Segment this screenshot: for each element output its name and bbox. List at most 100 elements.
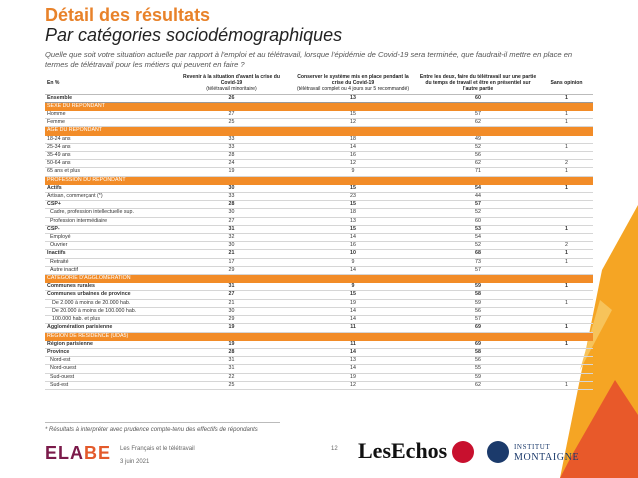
table-row: De 2.000 à moins de 20.000 hab. 21 19 59 1 bbox=[45, 299, 593, 308]
value-revenir: 33 bbox=[173, 143, 290, 153]
footnote-divider bbox=[45, 422, 280, 423]
value-entre-les-deux: 60 bbox=[416, 94, 540, 103]
value-conserver: 14 bbox=[290, 143, 416, 153]
total-row: Ensemble 26 13 60 1 bbox=[45, 94, 593, 103]
value-entre-les-deux: 52 bbox=[416, 208, 540, 218]
section-label: AGE DU REPONDANT bbox=[45, 126, 593, 136]
row-label: Employé bbox=[45, 233, 173, 243]
value-entre-les-deux: 62 bbox=[416, 381, 540, 390]
value-conserver: 12 bbox=[290, 118, 416, 128]
page-number: 12 bbox=[331, 446, 338, 452]
value-sans-opinion bbox=[540, 266, 593, 276]
row-label: 18-24 ans bbox=[45, 135, 173, 144]
value-conserver: 15 bbox=[290, 200, 416, 210]
section-label: REGION DE RESIDENCE (UDA5) bbox=[45, 332, 593, 341]
section-header-row: CATEGORIE D'AGGLOMERATION bbox=[45, 274, 593, 284]
value-sans-opinion: 1 bbox=[540, 340, 593, 349]
value-revenir: 28 bbox=[173, 151, 290, 161]
value-sans-opinion: 1 bbox=[540, 118, 593, 128]
header-conserver-main: Conserver le système mis en place pendan… bbox=[297, 74, 409, 87]
value-revenir: 21 bbox=[173, 299, 290, 308]
table-row: Autre inactif 29 14 57 bbox=[45, 266, 593, 276]
value-entre-les-deux: 59 bbox=[416, 299, 540, 308]
table-row: Sud-ouest 22 19 59 bbox=[45, 373, 593, 382]
survey-question: Quelle que soit votre situation actuelle… bbox=[45, 50, 573, 69]
value-sans-opinion bbox=[540, 364, 593, 374]
value-conserver: 9 bbox=[290, 167, 416, 177]
row-label: Femme bbox=[45, 118, 173, 128]
section-header-row: REGION DE RESIDENCE (UDA5) bbox=[45, 332, 593, 341]
montaigne-label: MONTAIGNE bbox=[514, 452, 580, 463]
value-sans-opinion: 1 bbox=[540, 110, 593, 120]
table-row: Communes urbaines de province 27 15 58 bbox=[45, 290, 593, 300]
row-label: Nord-ouest bbox=[45, 364, 173, 374]
header-sans-opinion: Sans opinion bbox=[540, 73, 593, 95]
value-conserver: 14 bbox=[290, 266, 416, 276]
value-conserver: 11 bbox=[290, 340, 416, 349]
institut-label: INSTITUT bbox=[514, 443, 551, 451]
row-label: Inactifs bbox=[45, 249, 173, 259]
value-sans-opinion: 1 bbox=[540, 249, 593, 259]
table-row: Nord-est 31 13 56 bbox=[45, 356, 593, 366]
value-revenir: 24 bbox=[173, 159, 290, 169]
table-row: Homme 27 15 57 1 bbox=[45, 110, 593, 120]
table-row: Retraité 17 9 73 1 bbox=[45, 258, 593, 267]
row-label: 25-34 ans bbox=[45, 143, 173, 153]
value-conserver: 18 bbox=[290, 208, 416, 218]
value-sans-opinion bbox=[540, 192, 593, 202]
header-en-pourcent: En % bbox=[45, 73, 173, 95]
row-label: Sud-est bbox=[45, 381, 173, 390]
elabe-logo-part2: BE bbox=[84, 443, 112, 463]
value-sans-opinion bbox=[540, 315, 593, 325]
value-sans-opinion bbox=[540, 217, 593, 226]
value-sans-opinion: 1 bbox=[540, 282, 593, 292]
value-entre-les-deux: 62 bbox=[416, 118, 540, 128]
value-revenir: 26 bbox=[173, 94, 290, 103]
table-row: 35-49 ans 28 16 56 bbox=[45, 151, 593, 161]
value-revenir: 30 bbox=[173, 208, 290, 218]
table-row: Sud-est 25 12 62 1 bbox=[45, 381, 593, 390]
row-label: Province bbox=[45, 348, 173, 358]
table-row: De 20.000 à moins de 100.000 hab. 30 14 56 bbox=[45, 307, 593, 317]
montaigne-emblem-icon bbox=[487, 441, 509, 463]
value-sans-opinion: 2 bbox=[540, 159, 593, 169]
elabe-logo-part1: ELA bbox=[45, 443, 84, 463]
table-row: 100.000 hab. et plus 29 14 57 bbox=[45, 315, 593, 325]
row-label: Nord-est bbox=[45, 356, 173, 366]
value-entre-les-deux: 52 bbox=[416, 241, 540, 251]
value-sans-opinion: 1 bbox=[540, 258, 593, 267]
value-conserver: 12 bbox=[290, 381, 416, 390]
value-conserver: 15 bbox=[290, 225, 416, 235]
value-conserver: 13 bbox=[290, 217, 416, 226]
value-revenir: 19 bbox=[173, 323, 290, 333]
table-row: Communes rurales 31 9 59 1 bbox=[45, 282, 593, 292]
value-entre-les-deux: 57 bbox=[416, 266, 540, 276]
report-title: Les Français et le télétravail bbox=[120, 446, 195, 452]
value-sans-opinion bbox=[540, 373, 593, 382]
table-row: CSP+ 28 15 57 bbox=[45, 200, 593, 210]
row-label: De 2.000 à moins de 20.000 hab. bbox=[45, 299, 173, 308]
table-row: Cadre, profession intellectuelle sup. 30 1… bbox=[45, 208, 593, 218]
table-row: Inactifs 21 10 68 1 bbox=[45, 249, 593, 259]
value-entre-les-deux: 58 bbox=[416, 290, 540, 300]
value-sans-opinion: 1 bbox=[540, 299, 593, 308]
value-sans-opinion bbox=[540, 348, 593, 358]
value-conserver: 23 bbox=[290, 192, 416, 202]
header-conserver: Conserver le système mis en place pendan… bbox=[290, 73, 416, 95]
row-label: Ensemble bbox=[45, 94, 173, 103]
value-conserver: 16 bbox=[290, 151, 416, 161]
footnote: * Résultats à interpréter avec prudence … bbox=[45, 427, 258, 433]
row-label: Région parisienne bbox=[45, 340, 173, 349]
value-sans-opinion: 1 bbox=[540, 323, 593, 333]
value-revenir: 30 bbox=[173, 307, 290, 317]
value-revenir: 32 bbox=[173, 233, 290, 243]
value-sans-opinion: 1 bbox=[540, 184, 593, 194]
table-row: Artisan, commerçant (*) 33 23 44 bbox=[45, 192, 593, 202]
row-label: Artisan, commerçant (*) bbox=[45, 192, 173, 202]
results-table: En % Revenir à la situation d'avant la c… bbox=[45, 73, 593, 390]
value-sans-opinion bbox=[540, 307, 593, 317]
table-row: Employé 32 14 54 bbox=[45, 233, 593, 243]
value-revenir: 31 bbox=[173, 225, 290, 235]
value-revenir: 22 bbox=[173, 373, 290, 382]
value-sans-opinion: 2 bbox=[540, 241, 593, 251]
